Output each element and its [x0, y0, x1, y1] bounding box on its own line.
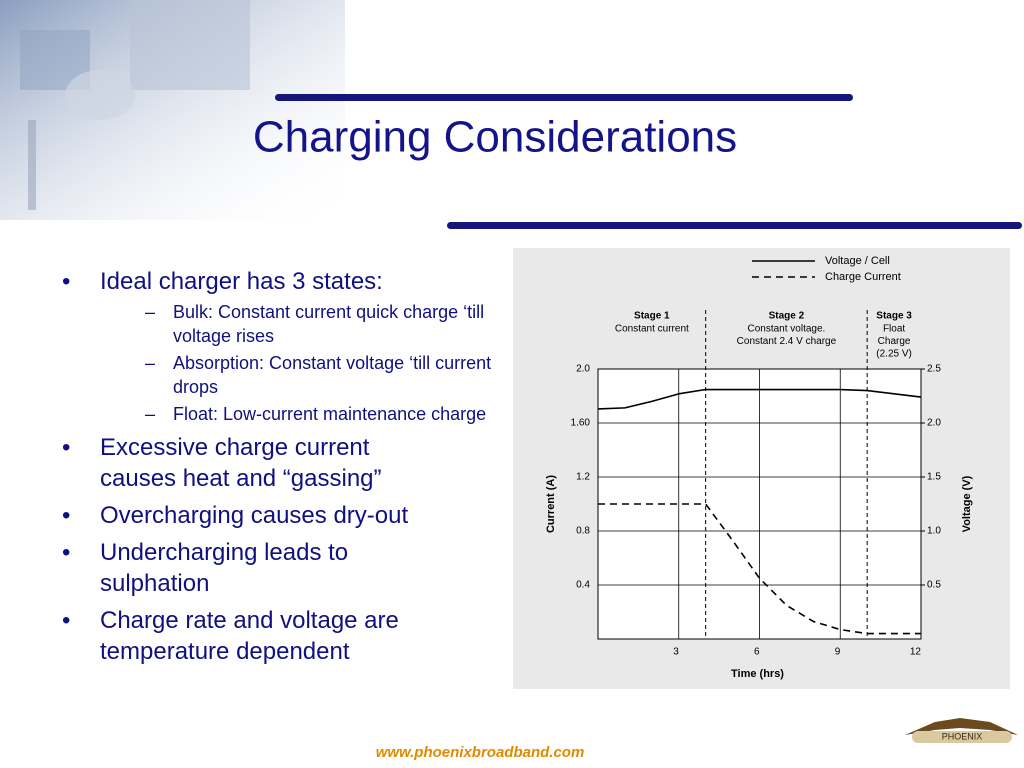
decor-bar — [447, 222, 1022, 229]
stage-desc: Charge — [878, 336, 911, 347]
x-tick-label: 6 — [754, 647, 760, 658]
x-tick-label: 9 — [835, 647, 841, 658]
bullet-text: Charge rate and voltage are temperature … — [100, 607, 399, 665]
stage-title: Stage 1 — [634, 311, 670, 322]
sub-bullet: Bulk: Constant current quick charge ‘til… — [145, 300, 512, 348]
sub-bullet: Float: Low-current maintenance charge — [145, 402, 512, 426]
slide-title: Charging Considerations — [253, 113, 737, 162]
footer-url: www.phoenixbroadband.com — [376, 744, 585, 761]
stage-title: Stage 2 — [769, 311, 805, 322]
bullet: Undercharging leads to sulphation — [62, 537, 512, 599]
bullet: Ideal charger has 3 states: Bulk: Constan… — [62, 266, 512, 426]
sub-bullet: Absorption: Constant voltage ‘till curre… — [145, 351, 512, 399]
y-tick-label: 0.4 — [576, 580, 590, 591]
y2-tick-label: 0.5 — [927, 580, 941, 591]
bullet-text: Undercharging leads to sulphation — [100, 539, 349, 597]
y-tick-label: 2.0 — [576, 364, 590, 375]
stage-desc: (2.25 V) — [876, 349, 912, 360]
bullet: Excessive charge current causes heat and… — [62, 432, 512, 494]
logo: PHOENIX — [905, 718, 1018, 743]
logo-text: PHOENIX — [942, 731, 983, 741]
x-axis-title: Time (hrs) — [731, 668, 784, 680]
stage-desc: Constant current — [615, 324, 689, 335]
bullet: Overcharging causes dry-out — [62, 500, 512, 531]
y-tick-label: 0.8 — [576, 526, 590, 537]
sub-bullet-text: Float: Low-current maintenance charge — [173, 404, 487, 424]
y2-axis-title: Voltage (V) — [961, 475, 973, 532]
stage-desc: Constant 2.4 V charge — [737, 336, 837, 347]
decor-bar — [275, 94, 853, 101]
x-tick-label: 3 — [673, 647, 679, 658]
y-axis-title: Current (A) — [545, 475, 557, 533]
legend-label: Charge Current — [825, 271, 901, 283]
bullet-text: Overcharging causes dry-out — [100, 502, 409, 529]
y-tick-label: 1.2 — [576, 472, 590, 483]
x-tick-label: 12 — [910, 647, 922, 658]
bullet-text: Ideal charger has 3 states: — [100, 268, 383, 295]
y2-tick-label: 2.0 — [927, 418, 941, 429]
y2-tick-label: 1.5 — [927, 472, 941, 483]
header-collage — [0, 0, 345, 220]
y2-tick-label: 1.0 — [927, 526, 941, 537]
legend-label: Voltage / Cell — [825, 255, 890, 267]
y-tick-label: 1.60 — [571, 418, 591, 429]
sub-bullet-text: Absorption: Constant voltage ‘till curre… — [173, 353, 492, 397]
data-line — [597, 388, 922, 410]
y2-tick-label: 2.5 — [927, 364, 941, 375]
bullet-list: Ideal charger has 3 states: Bulk: Constan… — [62, 266, 512, 673]
sub-bullet-text: Bulk: Constant current quick charge ‘til… — [173, 302, 485, 346]
stage-title: Stage 3 — [876, 311, 912, 322]
stage-desc: Float — [883, 324, 905, 335]
data-line — [598, 503, 921, 635]
bullet-text: Excessive charge current causes heat and… — [100, 434, 382, 492]
bullet: Charge rate and voltage are temperature … — [62, 605, 512, 667]
stage-desc: Constant voltage. — [748, 324, 826, 335]
